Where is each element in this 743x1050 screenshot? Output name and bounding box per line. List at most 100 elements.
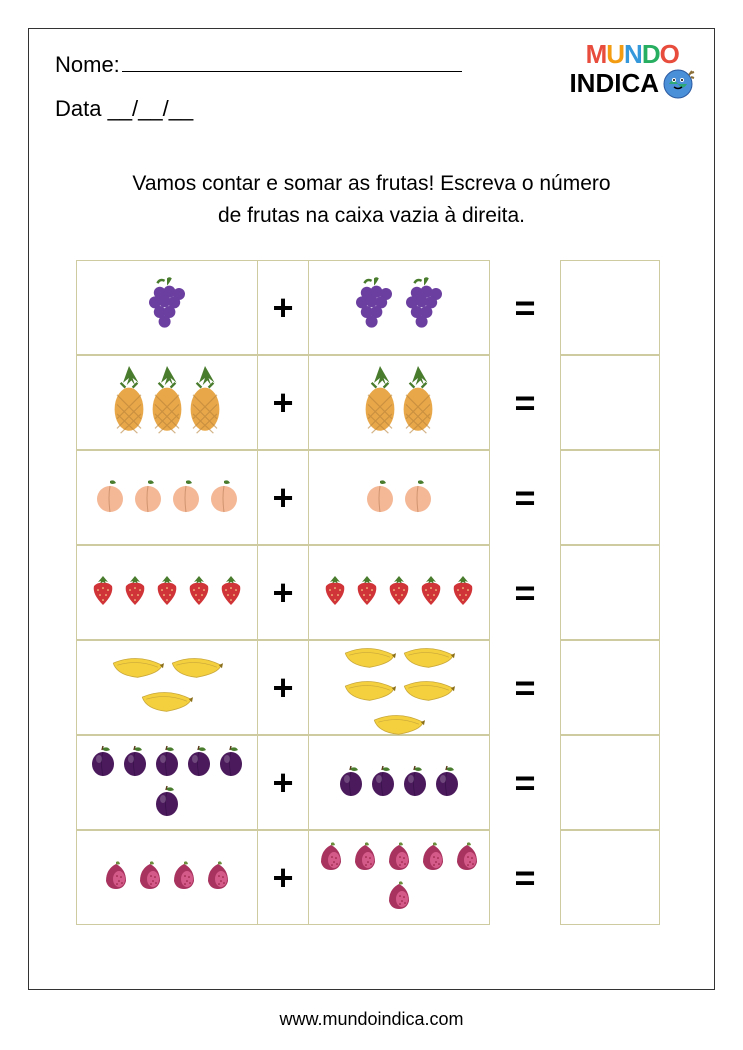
peach-icon <box>130 477 166 518</box>
name-underline[interactable] <box>122 50 462 72</box>
answer-box[interactable] <box>560 260 660 355</box>
plum-icon <box>432 764 462 802</box>
instruction-line-2: de frutas na caixa vazia à direita. <box>55 200 688 232</box>
right-operand-cell <box>308 260 490 355</box>
right-operand-cell <box>308 355 490 450</box>
answer-box[interactable] <box>560 640 660 735</box>
globe-icon <box>661 67 695 101</box>
worksheet-grid: + = + <box>76 260 666 925</box>
answer-box[interactable] <box>560 735 660 830</box>
strawberry-icon <box>416 574 446 612</box>
answer-box[interactable] <box>560 545 660 640</box>
right-operand-cell <box>308 450 490 545</box>
plus-operator: + <box>258 640 308 735</box>
left-operand-cell <box>76 640 258 735</box>
pineapple-icon <box>111 366 147 438</box>
left-operand-cell <box>76 830 258 925</box>
plus-operator: + <box>258 355 308 450</box>
fig-icon <box>383 879 415 916</box>
plum-icon <box>184 744 214 782</box>
peach-icon <box>362 477 398 518</box>
plum-icon <box>216 744 246 782</box>
plus-operator: + <box>258 735 308 830</box>
fig-icon <box>417 840 449 877</box>
banana-icon <box>138 689 195 720</box>
banana-icon <box>400 678 457 709</box>
worksheet-row: + <box>76 545 666 640</box>
left-operand-cell <box>76 260 258 355</box>
equals-operator: = <box>490 450 560 545</box>
plus-operator: + <box>258 260 308 355</box>
strawberry-icon <box>448 574 478 612</box>
plum-icon <box>400 764 430 802</box>
left-operand-cell <box>76 355 258 450</box>
plum-icon <box>88 744 118 782</box>
worksheet-row: + <box>76 830 666 925</box>
pineapple-icon <box>149 366 185 438</box>
pineapple-icon <box>362 366 398 438</box>
grape-icon <box>400 276 448 339</box>
plus-operator: + <box>258 545 308 640</box>
logo-bottom-text: INDICA <box>569 71 659 96</box>
fig-icon <box>100 859 132 896</box>
left-operand-cell <box>76 735 258 830</box>
grape-icon <box>143 276 191 339</box>
instruction-line-1: Vamos contar e somar as frutas! Escreva … <box>55 168 688 200</box>
answer-box[interactable] <box>560 450 660 545</box>
banana-icon <box>168 655 225 686</box>
strawberry-icon <box>88 574 118 612</box>
worksheet-row: + = <box>76 640 666 735</box>
fig-icon <box>451 840 483 877</box>
equals-operator: = <box>490 545 560 640</box>
peach-icon <box>400 477 436 518</box>
worksheet-row: + = <box>76 355 666 450</box>
pineapple-icon <box>400 366 436 438</box>
logo: MUNDO INDICA <box>569 42 695 101</box>
banana-icon <box>400 645 457 676</box>
equals-operator: = <box>490 735 560 830</box>
strawberry-icon <box>120 574 150 612</box>
fig-icon <box>383 840 415 877</box>
fig-icon <box>315 840 347 877</box>
peach-icon <box>168 477 204 518</box>
worksheet-row: + = <box>76 260 666 355</box>
strawberry-icon <box>320 574 350 612</box>
right-operand-cell <box>308 640 490 735</box>
answer-box[interactable] <box>560 355 660 450</box>
plus-operator: + <box>258 830 308 925</box>
left-operand-cell <box>76 545 258 640</box>
equals-operator: = <box>490 640 560 735</box>
right-operand-cell <box>308 735 490 830</box>
grape-icon <box>350 276 398 339</box>
peach-icon <box>206 477 242 518</box>
left-operand-cell <box>76 450 258 545</box>
equals-operator: = <box>490 830 560 925</box>
fig-icon <box>202 859 234 896</box>
plum-icon <box>120 744 150 782</box>
pineapple-icon <box>187 366 223 438</box>
worksheet-row: + = <box>76 735 666 830</box>
logo-top-text: MUNDO <box>569 42 695 67</box>
peach-icon <box>92 477 128 518</box>
plus-operator: + <box>258 450 308 545</box>
banana-icon <box>109 655 166 686</box>
strawberry-icon <box>384 574 414 612</box>
fig-icon <box>349 840 381 877</box>
right-operand-cell <box>308 830 490 925</box>
right-operand-cell <box>308 545 490 640</box>
worksheet-row: + = <box>76 450 666 545</box>
strawberry-icon <box>152 574 182 612</box>
plum-icon <box>336 764 366 802</box>
banana-icon <box>341 645 398 676</box>
equals-operator: = <box>490 260 560 355</box>
instructions: Vamos contar e somar as frutas! Escreva … <box>55 168 688 231</box>
plum-icon <box>152 784 182 822</box>
plum-icon <box>368 764 398 802</box>
plum-icon <box>152 744 182 782</box>
equals-operator: = <box>490 355 560 450</box>
fig-icon <box>168 859 200 896</box>
name-label: Nome: <box>55 52 120 78</box>
footer-url: www.mundoindica.com <box>0 1009 743 1030</box>
answer-box[interactable] <box>560 830 660 925</box>
banana-icon <box>341 678 398 709</box>
